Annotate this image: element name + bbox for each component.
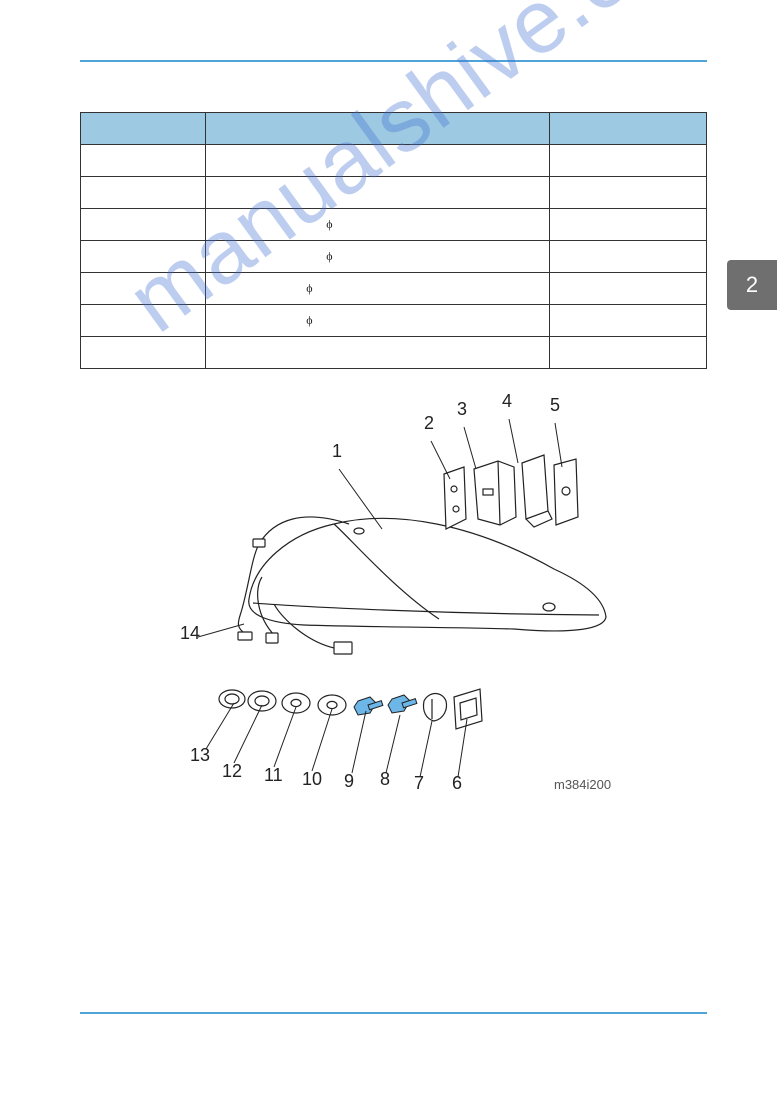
callout-13: 13 xyxy=(190,745,210,765)
callout-6: 6 xyxy=(452,773,462,793)
callout-12: 12 xyxy=(222,761,242,781)
part-hole xyxy=(543,603,555,611)
bolt-9 xyxy=(354,697,383,715)
table-header-1 xyxy=(81,113,206,145)
table-row xyxy=(81,337,707,369)
table-row: ϕ xyxy=(81,241,707,273)
bracket-5 xyxy=(554,459,578,525)
table-header-row xyxy=(81,113,707,145)
washer-10 xyxy=(318,695,346,715)
exploded-diagram: 1 2 3 4 5 6 7 8 9 10 11 12 13 14 m384i20… xyxy=(80,389,707,829)
top-rule xyxy=(80,60,707,62)
parts-table: ϕ ϕ ϕ ϕ xyxy=(80,112,707,369)
connector-icon xyxy=(253,539,265,547)
page-container: 2 manualshive.com ϕ ϕ ϕ ϕ xyxy=(0,0,777,1102)
table-row: ϕ xyxy=(81,209,707,241)
table-header-2 xyxy=(206,113,550,145)
diagram-svg: 1 2 3 4 5 6 7 8 9 10 11 12 13 14 m384i20… xyxy=(134,389,654,829)
phi-symbol: ϕ xyxy=(306,313,312,327)
bracket-3 xyxy=(474,461,516,525)
table-row: ϕ xyxy=(81,273,707,305)
bracket-2 xyxy=(444,467,466,529)
part-hole xyxy=(354,528,364,534)
callout-7: 7 xyxy=(414,773,424,793)
callout-10: 10 xyxy=(302,769,322,789)
phi-symbol: ϕ xyxy=(306,281,312,295)
phi-symbol: ϕ xyxy=(326,249,332,263)
bracket-4 xyxy=(522,455,552,527)
callout-11: 11 xyxy=(264,765,283,785)
phi-symbol: ϕ xyxy=(326,217,332,231)
callout-3: 3 xyxy=(457,399,467,419)
table-row xyxy=(81,145,707,177)
connector-icon xyxy=(238,632,252,640)
callout-14: 14 xyxy=(180,623,200,643)
connector-icon xyxy=(334,642,352,654)
table-header-3 xyxy=(550,113,707,145)
bottom-rule xyxy=(80,1012,707,1014)
callout-9: 9 xyxy=(344,771,354,791)
connector-icon xyxy=(266,633,278,643)
callout-8: 8 xyxy=(380,769,390,789)
callout-4: 4 xyxy=(502,391,512,411)
figure-id: m384i200 xyxy=(554,777,611,792)
clamp-7 xyxy=(423,694,446,722)
table-row xyxy=(81,177,707,209)
washer-11 xyxy=(282,693,310,713)
washer-13 xyxy=(219,690,245,708)
callout-1: 1 xyxy=(332,441,342,461)
table-row: ϕ xyxy=(81,305,707,337)
clip-6 xyxy=(454,689,482,729)
section-tab: 2 xyxy=(727,260,777,310)
callout-5: 5 xyxy=(550,395,560,415)
bolt-8 xyxy=(388,695,417,713)
washer-12 xyxy=(248,691,276,711)
callout-2: 2 xyxy=(424,413,434,433)
